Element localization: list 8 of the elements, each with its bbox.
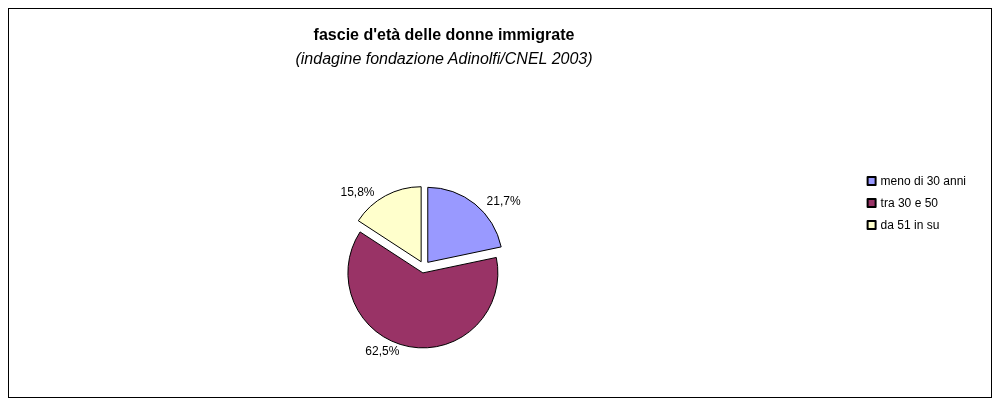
legend-label: da 51 in su: [880, 218, 940, 232]
data-label: 62,5%: [365, 343, 400, 358]
data-label: 21,7%: [486, 194, 521, 208]
legend-label: tra 30 e 50: [880, 196, 939, 210]
data-label: 15,8%: [340, 185, 375, 200]
chart-title: fascie d'età delle donne immigrate: [313, 25, 575, 43]
chart-subtitle: (indagine fondazione Adinolfi/CNEL 2003): [295, 49, 593, 67]
legend-label: meno di 30 anni: [880, 174, 967, 188]
